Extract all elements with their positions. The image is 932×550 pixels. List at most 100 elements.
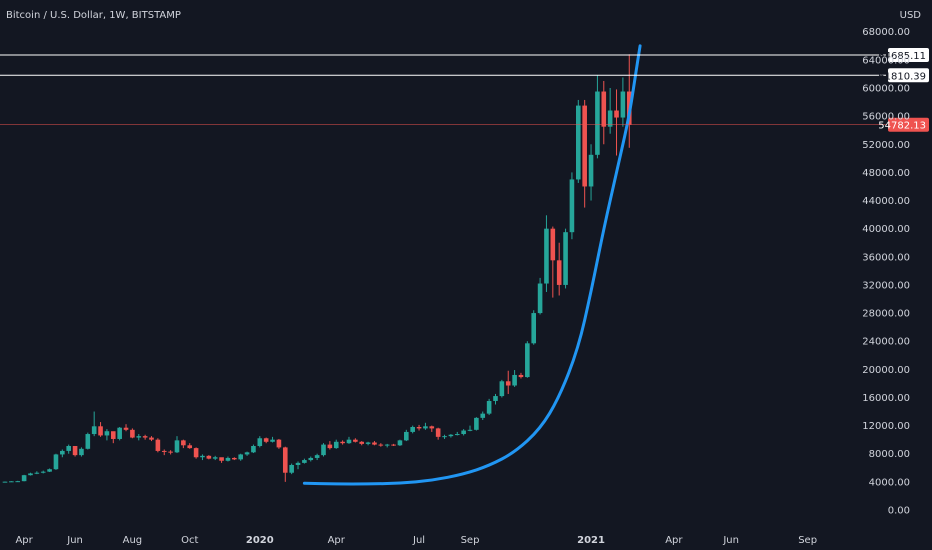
candle xyxy=(15,480,21,483)
candle xyxy=(423,422,428,430)
candle-body xyxy=(474,417,479,430)
candle xyxy=(34,471,40,475)
time-axis[interactable]: Apr Jun Aug Oct 2020 Apr Jul Sep 2021 Apr Jun Sep xyxy=(15,535,817,546)
x-tick-label: Sep xyxy=(461,535,480,546)
candle xyxy=(544,215,549,292)
y-tick-label: 60000.00 xyxy=(862,84,910,95)
x-tick-label: Jun xyxy=(722,535,739,546)
candle-body xyxy=(359,441,365,444)
candle-body xyxy=(136,436,142,438)
y-tick-label: 0.00 xyxy=(888,506,910,517)
candle xyxy=(21,474,27,482)
level-label-bg xyxy=(888,48,929,63)
candle xyxy=(161,449,167,456)
candle xyxy=(353,438,358,443)
candle xyxy=(359,441,365,446)
candle xyxy=(47,468,52,473)
candle xyxy=(480,411,486,420)
candle xyxy=(308,456,314,462)
candle xyxy=(442,434,447,439)
candle-body xyxy=(607,110,613,127)
candle xyxy=(327,441,333,450)
candle xyxy=(404,429,409,442)
candle-body xyxy=(270,439,275,442)
candle xyxy=(467,425,473,432)
y-tick-label: 36000.00 xyxy=(862,252,910,263)
candle-body xyxy=(66,445,71,451)
candle-body xyxy=(512,374,517,386)
candle xyxy=(321,443,326,457)
candle-body xyxy=(544,228,549,284)
candle xyxy=(474,417,479,431)
candle-body xyxy=(442,436,447,438)
candle-body xyxy=(372,442,377,445)
candle xyxy=(582,99,587,208)
candle xyxy=(206,455,212,460)
last-price-label-box: 54782.13 xyxy=(878,117,929,132)
candle-body xyxy=(295,462,301,465)
candle-body xyxy=(28,473,33,476)
level-label: 64685.11 xyxy=(878,51,926,62)
candle-body xyxy=(595,91,600,155)
x-tick-label: Jul xyxy=(412,535,425,546)
y-tick-label: 64000.00 xyxy=(862,55,910,66)
candle-body xyxy=(174,440,180,453)
y-tick-label: 52000.00 xyxy=(862,140,910,151)
y-tick-label: 48000.00 xyxy=(862,168,910,179)
candle xyxy=(85,432,91,450)
candle xyxy=(550,226,556,298)
candle-body xyxy=(531,313,537,344)
candle-body xyxy=(289,464,294,473)
candle xyxy=(174,436,180,454)
candle xyxy=(289,463,294,475)
candle xyxy=(263,437,269,444)
candle xyxy=(372,441,377,446)
candle-body xyxy=(314,455,320,458)
y-tick-label: 44000.00 xyxy=(862,196,910,207)
y-tick-label: 40000.00 xyxy=(862,224,910,235)
candle-body xyxy=(620,91,626,118)
candle xyxy=(104,429,110,441)
price-axis[interactable]: USD 0.00 4000.00 8000.00 12000.00 16000.00 20… xyxy=(862,10,921,517)
candle-body xyxy=(98,426,103,436)
x-tick-label: Oct xyxy=(181,535,198,546)
candle-body xyxy=(550,228,556,261)
candle xyxy=(60,449,65,458)
candle-body xyxy=(34,472,40,474)
candle xyxy=(340,440,345,445)
candle-body xyxy=(104,431,110,436)
candle-body xyxy=(206,455,212,459)
candle-body xyxy=(435,428,441,437)
chart-title: Bitcoin / U.S. Dollar, 1W, BITSTAMP xyxy=(6,10,181,21)
y-tick-label: 56000.00 xyxy=(862,112,910,123)
candle-body xyxy=(257,438,263,446)
candle xyxy=(569,172,575,240)
candle-body xyxy=(333,441,339,449)
candle-body xyxy=(15,481,21,483)
candle xyxy=(384,443,390,448)
level-label: 61810.39 xyxy=(878,71,926,82)
candle xyxy=(168,450,173,455)
x-tick-label: Jun xyxy=(66,535,83,546)
candle xyxy=(365,441,371,446)
candle-body xyxy=(200,455,205,458)
level-label-box: 64685.11 xyxy=(878,48,929,63)
candle-body xyxy=(219,457,224,461)
candle-body xyxy=(53,454,59,470)
candle-body xyxy=(9,481,14,483)
y-tick-label: 4000.00 xyxy=(869,477,910,488)
candle-body xyxy=(225,457,231,461)
candle-body xyxy=(21,475,27,482)
candle-body xyxy=(588,154,594,187)
candle xyxy=(454,431,460,436)
candle xyxy=(232,457,237,461)
candle xyxy=(72,445,78,457)
candle xyxy=(531,310,537,345)
candle xyxy=(512,370,517,387)
level-label-box: 61810.39 xyxy=(878,68,929,83)
candle xyxy=(200,454,205,461)
candle-body xyxy=(91,426,97,435)
candle-body xyxy=(416,427,422,429)
